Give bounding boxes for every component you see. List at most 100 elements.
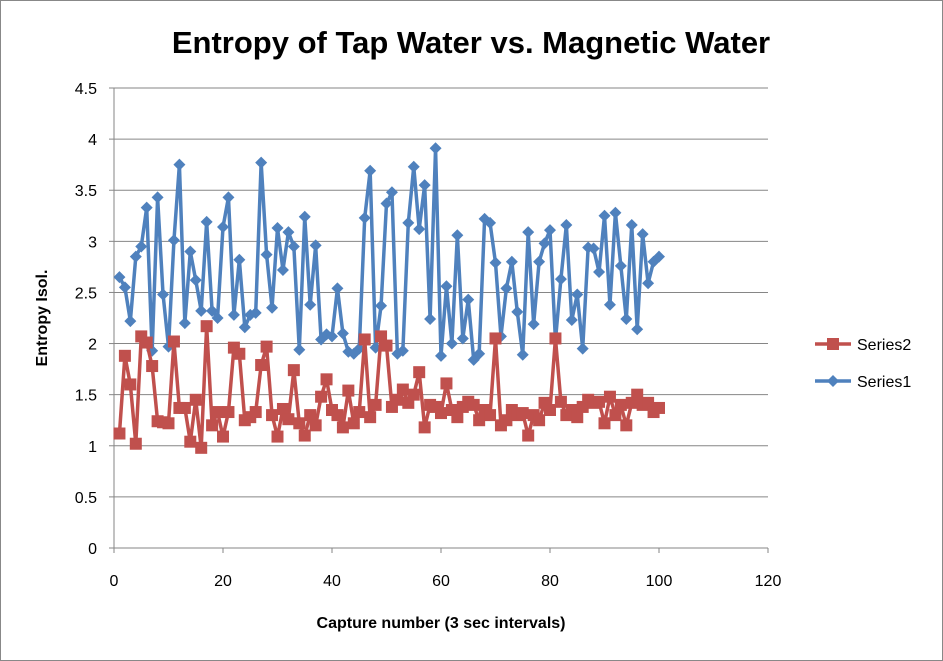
data-point-square xyxy=(276,402,289,415)
data-point-square xyxy=(369,398,382,411)
data-point-square xyxy=(347,417,360,430)
data-point-diamond xyxy=(402,216,415,229)
data-point-square xyxy=(146,360,159,373)
legend-label: Series2 xyxy=(857,337,911,354)
y-tick-label: 2.5 xyxy=(75,285,97,302)
data-point-square xyxy=(298,429,311,442)
data-point-diamond xyxy=(456,332,469,345)
data-point-diamond xyxy=(255,156,268,169)
data-point-square xyxy=(549,332,562,345)
data-point-diamond xyxy=(560,218,573,231)
data-point-diamond xyxy=(167,234,180,247)
legend-label: Series1 xyxy=(857,374,911,391)
data-point-square xyxy=(435,407,447,420)
data-point-square xyxy=(336,421,349,434)
gridlines xyxy=(114,87,768,498)
data-point-diamond xyxy=(184,245,197,258)
data-point-diamond xyxy=(151,191,164,204)
data-point-diamond xyxy=(282,226,295,239)
data-point-diamond xyxy=(211,312,224,324)
data-point-square xyxy=(391,393,404,406)
data-point-square xyxy=(522,429,535,442)
data-point-diamond xyxy=(614,259,627,272)
y-tick-label: 0 xyxy=(88,541,97,558)
data-point-diamond xyxy=(571,288,584,301)
data-point-square xyxy=(331,409,344,422)
data-point-square xyxy=(407,388,420,401)
data-point-square xyxy=(631,388,644,401)
data-point-square xyxy=(178,401,191,414)
data-point-square xyxy=(271,430,284,443)
data-point-square xyxy=(260,340,273,353)
series-line xyxy=(117,146,661,362)
x-axis-label: Capture number (3 sec intervals) xyxy=(317,615,566,632)
data-point-diamond xyxy=(129,250,142,263)
data-point-diamond xyxy=(113,271,126,284)
data-point-diamond xyxy=(544,224,556,237)
data-point-diamond xyxy=(511,305,524,318)
x-tick-label: 80 xyxy=(541,573,559,590)
legend-item-series2: Series2 xyxy=(815,337,911,354)
data-point-diamond xyxy=(593,266,606,278)
axes: 0 0.5 1 1.5 2 2.5 3 3.5 4 4.5 0 20 40 60 80 100 120 xyxy=(75,81,782,590)
y-tick-label: 1 xyxy=(88,439,97,456)
data-point-square xyxy=(642,396,655,409)
data-point-square xyxy=(500,414,513,427)
y-axis-label: Entropy Isol. xyxy=(34,270,51,367)
data-point-diamond xyxy=(260,248,273,261)
data-point-square xyxy=(516,407,529,420)
data-point-square xyxy=(364,411,377,424)
data-point-diamond xyxy=(140,201,153,214)
data-point-diamond xyxy=(625,218,638,231)
chart-title: Entropy of Tap Water vs. Magnetic Water xyxy=(172,25,770,60)
data-point-diamond xyxy=(217,221,229,234)
data-point-square xyxy=(653,401,665,414)
series-series1 xyxy=(113,142,665,366)
y-tick-label: 2 xyxy=(88,337,97,354)
y-tick-label: 3.5 xyxy=(75,183,97,200)
data-point-diamond xyxy=(304,298,317,311)
data-point-diamond xyxy=(413,223,426,236)
data-point-square xyxy=(418,421,431,434)
data-point-square xyxy=(309,419,322,432)
data-point-diamond xyxy=(429,142,442,155)
data-point-diamond xyxy=(173,158,186,171)
data-point-diamond xyxy=(385,186,398,199)
data-point-diamond xyxy=(445,337,458,350)
data-point-diamond xyxy=(642,277,655,290)
y-tick-label: 4 xyxy=(88,132,97,149)
data-point-square xyxy=(233,347,246,360)
x-tick-label: 20 xyxy=(214,573,232,590)
data-point-square xyxy=(489,332,502,345)
data-point-square xyxy=(282,413,295,426)
data-point-square xyxy=(571,411,584,424)
data-point-diamond xyxy=(598,209,611,222)
data-point-diamond xyxy=(118,281,131,294)
y-tick-label: 1.5 xyxy=(75,388,97,405)
data-point-diamond xyxy=(271,222,284,235)
data-point-diamond xyxy=(124,315,137,328)
data-point-diamond xyxy=(636,228,649,241)
data-point-diamond xyxy=(527,318,540,331)
data-point-diamond xyxy=(538,237,551,250)
legend: Series2 Series1 xyxy=(815,337,911,391)
x-tick-label: 40 xyxy=(323,573,341,590)
data-point-diamond xyxy=(435,349,447,362)
data-point-diamond xyxy=(336,327,349,340)
data-point-diamond xyxy=(326,330,338,343)
data-point-diamond xyxy=(653,250,665,263)
data-point-diamond xyxy=(380,197,393,210)
data-point-diamond xyxy=(533,255,546,268)
data-point-diamond xyxy=(238,321,251,334)
data-point-square xyxy=(118,349,131,362)
data-point-square xyxy=(124,378,137,391)
data-point-square xyxy=(293,417,306,430)
data-point-diamond xyxy=(227,308,240,321)
y-tick-label: 3 xyxy=(88,234,97,251)
data-point-square xyxy=(413,366,426,379)
data-point-diamond xyxy=(178,317,191,330)
data-point-square xyxy=(211,406,224,419)
data-point-square xyxy=(342,384,355,397)
data-point-square xyxy=(467,398,480,411)
